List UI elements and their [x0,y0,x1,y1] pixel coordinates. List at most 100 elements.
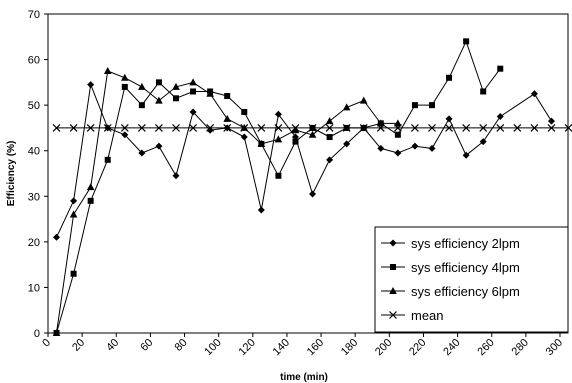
data-point [428,144,436,152]
data-point [172,124,180,132]
series-sys-efficiency-6lpm [52,66,402,336]
data-point [325,124,334,132]
data-point [377,119,385,127]
data-point [121,73,129,81]
data-point [411,142,419,150]
legend-entry: mean [411,308,444,323]
x-tick-label: 200 [373,337,394,358]
series-line [56,82,552,238]
x-tick-label: 280 [510,337,531,358]
data-point [120,124,129,132]
x-tick-label: 140 [271,337,292,358]
data-point [393,124,402,132]
legend-marker [390,264,396,270]
x-tick-label: 80 [173,337,190,354]
data-point [462,151,470,159]
data-point [70,270,77,277]
data-point [172,172,180,180]
data-point [445,115,453,123]
data-point [291,126,300,134]
data-point [274,135,283,143]
data-point [274,110,282,118]
data-point [325,117,334,125]
data-point [445,124,453,132]
data-point [189,78,197,86]
series-sys-efficiency-2lpm [53,81,555,241]
data-point [326,156,334,164]
data-point [463,38,470,45]
data-point [411,124,419,132]
data-point [189,108,197,116]
data-point [274,124,283,132]
legend-marker [389,239,397,247]
data-point [257,124,266,132]
legend-marker [389,311,397,319]
x-tick-label: 0 [40,337,53,350]
x-tick-label: 300 [544,337,565,358]
data-point [480,88,487,95]
data-point [308,124,317,132]
x-tick-label: 120 [236,337,257,358]
data-point [206,126,214,134]
data-point [137,124,146,132]
legend-entry: sys efficiency 6lpm [411,284,520,299]
data-point [497,65,504,72]
data-point [359,124,368,132]
y-tick-label: 10 [28,282,40,294]
data-point [446,74,453,81]
data-point [240,124,249,132]
x-tick-label: 40 [104,337,121,354]
data-point [496,124,505,132]
data-point [275,172,282,179]
data-point [428,124,436,132]
data-point [309,190,317,198]
x-tick-label: 180 [339,337,360,358]
data-point [394,131,401,138]
data-point [359,96,368,104]
legend-marker [389,287,397,294]
x-tick-label: 220 [407,337,428,358]
data-point [53,233,61,241]
plot-frame [47,13,569,334]
data-point [530,90,538,98]
data-point [103,124,112,132]
x-tick-label: 100 [202,337,223,358]
data-point [257,206,265,214]
data-point [138,149,146,157]
data-point [138,82,146,90]
y-tick-label: 50 [28,100,40,112]
data-point [138,102,145,109]
data-point [547,124,556,132]
series-layer [52,38,572,336]
data-point [429,102,435,109]
y-tick-label: 30 [28,191,40,203]
x-axis-label: time (min) [280,372,328,383]
data-point [377,144,385,152]
data-point [462,124,471,132]
data-point [479,138,487,146]
data-point [291,124,300,132]
data-point [173,95,179,102]
data-point [52,329,61,336]
data-point [86,124,95,132]
y-tick-label: 0 [34,328,40,340]
legend-entry: sys efficiency 4lpm [411,260,520,275]
data-point [241,108,248,115]
data-point [394,149,402,157]
data-point [240,133,248,141]
data-point [190,88,197,95]
data-point [155,142,163,150]
data-point [189,124,197,132]
data-point [172,82,180,90]
data-point [223,124,232,132]
data-point [121,131,129,139]
data-point [206,89,214,97]
y-tick-label: 20 [28,237,40,249]
data-point [376,124,385,132]
data-point [155,124,163,132]
data-point [155,79,162,86]
data-point [223,114,231,122]
data-point [155,96,163,104]
data-point [87,197,94,204]
